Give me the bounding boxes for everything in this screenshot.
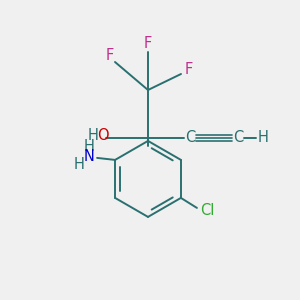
Text: H: H: [88, 128, 98, 143]
Text: C: C: [233, 130, 243, 145]
Text: F: F: [185, 62, 193, 77]
Text: H: H: [84, 140, 94, 154]
Text: C: C: [185, 130, 195, 145]
Text: Cl: Cl: [200, 203, 214, 218]
Text: F: F: [144, 37, 152, 52]
Text: F: F: [106, 49, 114, 64]
Text: N: N: [84, 149, 94, 164]
Text: H: H: [258, 130, 268, 145]
Text: O: O: [97, 128, 109, 143]
Text: H: H: [74, 158, 85, 172]
